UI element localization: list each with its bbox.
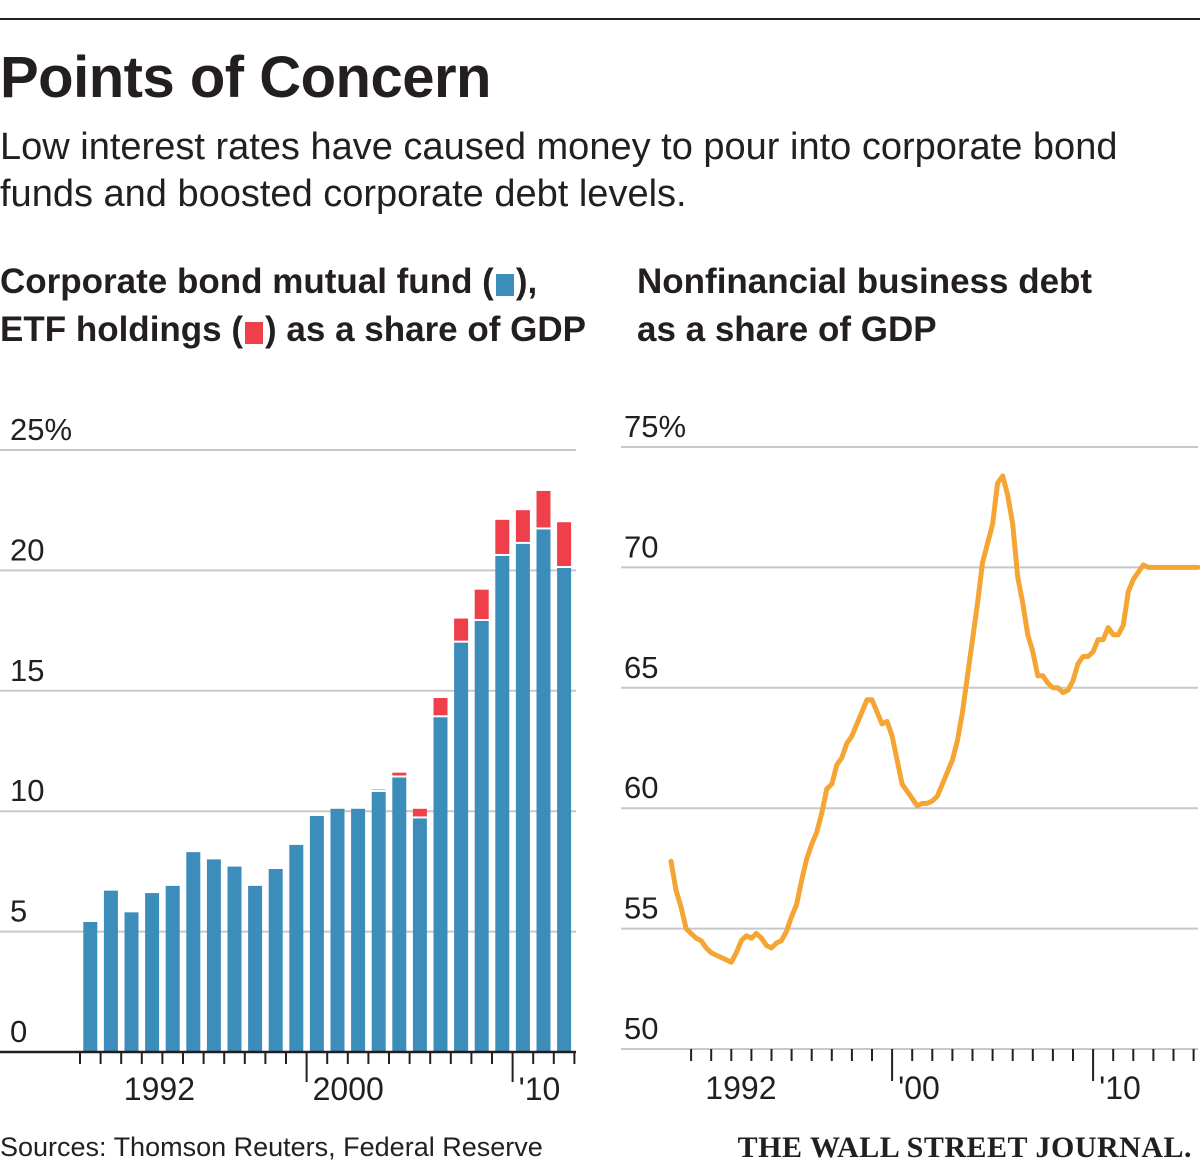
bar-y-tick-label: 0 xyxy=(10,1014,27,1049)
line-y-tick-label: 70 xyxy=(624,529,658,564)
bar-mutual-fund xyxy=(145,893,160,1052)
bar-y-tick-label: 10 xyxy=(10,773,44,808)
bar-mutual-fund xyxy=(206,859,221,1052)
bar-mutual-fund xyxy=(433,717,448,1052)
right-chart-title-line2: as a share of GDP xyxy=(637,310,937,349)
bar-mutual-fund xyxy=(124,912,139,1052)
bar-etf xyxy=(557,522,572,566)
line-chart: 50 55 60 65 70 75% 1992 '00 '10 xyxy=(621,409,1200,1106)
mutual-fund-legend-swatch xyxy=(495,274,514,296)
bar-etf xyxy=(515,510,530,542)
page-title: Points of Concern xyxy=(0,45,491,110)
line-y-tick-label: 55 xyxy=(624,891,658,926)
bar-mutual-fund xyxy=(474,620,489,1052)
bar-mutual-fund xyxy=(351,808,366,1052)
bar-etf xyxy=(392,772,407,776)
bar-mutual-fund xyxy=(495,555,510,1052)
bar-etf xyxy=(495,519,510,554)
left-title-text-2: ), xyxy=(515,262,538,301)
bar-x-tick-label: 2000 xyxy=(313,1071,384,1107)
bar-mutual-fund xyxy=(536,529,551,1052)
bar-y-tick-label: 25% xyxy=(10,412,72,447)
page-subtitle: Low interest rates have caused money to … xyxy=(0,126,1118,215)
debt-series-line xyxy=(668,473,1200,965)
bar-mutual-fund xyxy=(392,777,407,1052)
right-chart-title-line1: Nonfinancial business debt xyxy=(637,262,1093,301)
line-y-tick-label: 60 xyxy=(624,770,658,805)
line-y-tick-label: 65 xyxy=(624,650,658,685)
bar-mutual-fund xyxy=(330,808,345,1052)
etf-legend-swatch xyxy=(245,322,264,344)
bar-mutual-fund xyxy=(227,866,242,1052)
left-title-text-3: ETF holdings ( xyxy=(0,310,244,349)
bar-etf xyxy=(474,589,489,619)
bar-mutual-fund xyxy=(103,890,118,1052)
line-x-tick-label: '10 xyxy=(1099,1070,1141,1106)
left-chart-title-line2: ETF holdings ( ) as a share of GDP xyxy=(0,306,586,354)
bar-etf xyxy=(536,490,551,528)
left-chart-title-line1: Corporate bond mutual fund (), xyxy=(0,258,586,306)
bar-y-tick-label: 5 xyxy=(10,894,27,929)
bar-mutual-fund xyxy=(268,868,283,1052)
line-x-tick-label: 1992 xyxy=(705,1070,776,1106)
top-rule xyxy=(0,18,1200,20)
bar-mutual-fund xyxy=(289,844,304,1052)
bar-mutual-fund xyxy=(515,543,530,1052)
bar-mutual-fund xyxy=(557,567,572,1052)
footer-sources: Sources: Thomson Reuters, Federal Reserv… xyxy=(0,1132,543,1162)
left-title-text-1: Corporate bond mutual fund ( xyxy=(0,262,494,301)
bar-mutual-fund xyxy=(83,921,98,1052)
bar-mutual-fund xyxy=(248,885,263,1052)
bar-chart: 0 5 10 15 20 25% 1992 2000 '10 xyxy=(0,412,576,1107)
line-x-tick-label: '00 xyxy=(898,1070,940,1106)
line-y-tick-label: 75% xyxy=(624,409,686,444)
left-chart-title: Corporate bond mutual fund (), ETF holdi… xyxy=(0,258,586,354)
bar-mutual-fund xyxy=(412,818,427,1052)
right-chart-title: Nonfinancial business debt as a share of… xyxy=(637,258,1092,354)
bar-y-tick-label: 15 xyxy=(10,653,44,688)
bar-mutual-fund xyxy=(371,791,386,1052)
bar-y-tick-label: 20 xyxy=(10,532,44,567)
bar-mutual-fund xyxy=(165,885,180,1052)
bar-etf xyxy=(454,618,469,641)
left-title-text-4: ) as a share of GDP xyxy=(265,310,586,349)
bar-x-tick-label: '10 xyxy=(519,1071,561,1107)
bar-etf xyxy=(433,698,448,716)
bar-mutual-fund xyxy=(454,642,469,1052)
bar-x-tick-label: 1992 xyxy=(124,1071,195,1107)
bar-mutual-fund xyxy=(186,852,201,1052)
bar-mutual-fund xyxy=(309,816,324,1052)
publisher-logo: THE WALL STREET JOURNAL. xyxy=(737,1131,1192,1164)
bar-etf xyxy=(412,808,427,817)
line-y-tick-label: 50 xyxy=(624,1011,658,1046)
